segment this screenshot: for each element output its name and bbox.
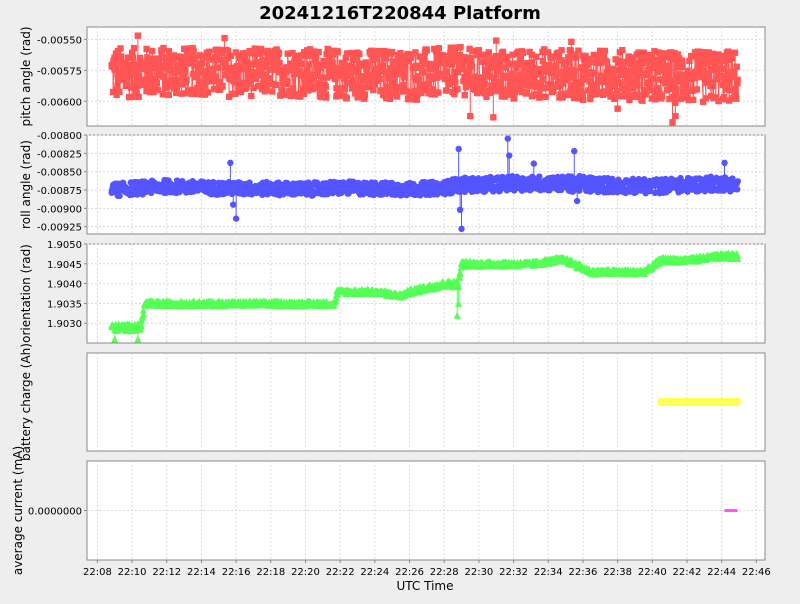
data-point — [614, 105, 620, 111]
data-point — [669, 119, 675, 125]
y-tick-label: -0.00800 — [37, 131, 82, 142]
data-point — [467, 113, 473, 119]
data-point — [135, 32, 141, 38]
data-point — [568, 39, 574, 45]
chart-title: 20241216T220844 Platform — [259, 3, 541, 24]
data-point — [221, 35, 227, 41]
series-line-segment — [719, 77, 720, 101]
y-tick-label: -0.00850 — [37, 168, 82, 179]
series-line-segment — [546, 71, 547, 97]
y-tick-label: -0.00600 — [37, 97, 82, 108]
panel-pitch: -0.00550 -0.00575 -0.00600 pitch angle (rad… — [19, 26, 765, 126]
y-tick-label: -0.00825 — [37, 149, 82, 160]
panel-roll: -0.00800 -0.00825 -0.00850 -0.00875 -0.00900… — [19, 131, 765, 234]
data-point — [493, 37, 499, 43]
data-point — [672, 113, 678, 119]
data-point — [734, 77, 740, 83]
y-tick-label: -0.00900 — [37, 204, 82, 215]
data-point — [490, 114, 496, 120]
y-tick-label: -0.00550 — [37, 35, 82, 46]
y-axis-label: pitch angle (rad) — [19, 26, 33, 126]
y-axis-label: roll angle (rad) — [19, 140, 33, 229]
y-tick-label: -0.00925 — [37, 223, 82, 234]
y-tick-label: -0.00575 — [37, 66, 82, 77]
y-tick-label: -0.00875 — [37, 186, 82, 197]
panels-group: -0.00550 -0.00575 -0.00600 pitch angle (rad… — [11, 26, 765, 575]
